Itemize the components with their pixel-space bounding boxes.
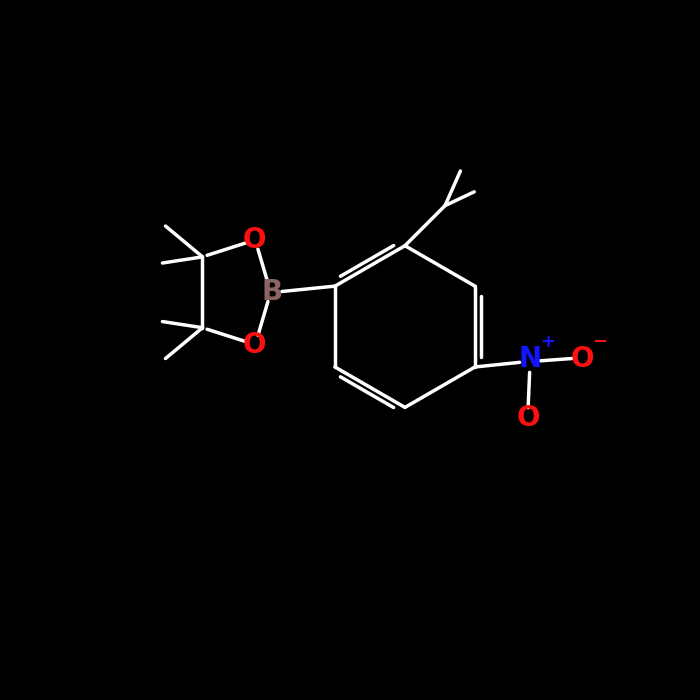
Text: O: O [243, 226, 267, 254]
Text: O: O [517, 404, 540, 432]
Text: N: N [519, 344, 542, 372]
Text: −: − [592, 332, 608, 351]
Text: +: + [540, 333, 555, 351]
Text: O: O [243, 330, 267, 358]
Text: B: B [261, 279, 282, 307]
Text: O: O [571, 344, 594, 372]
